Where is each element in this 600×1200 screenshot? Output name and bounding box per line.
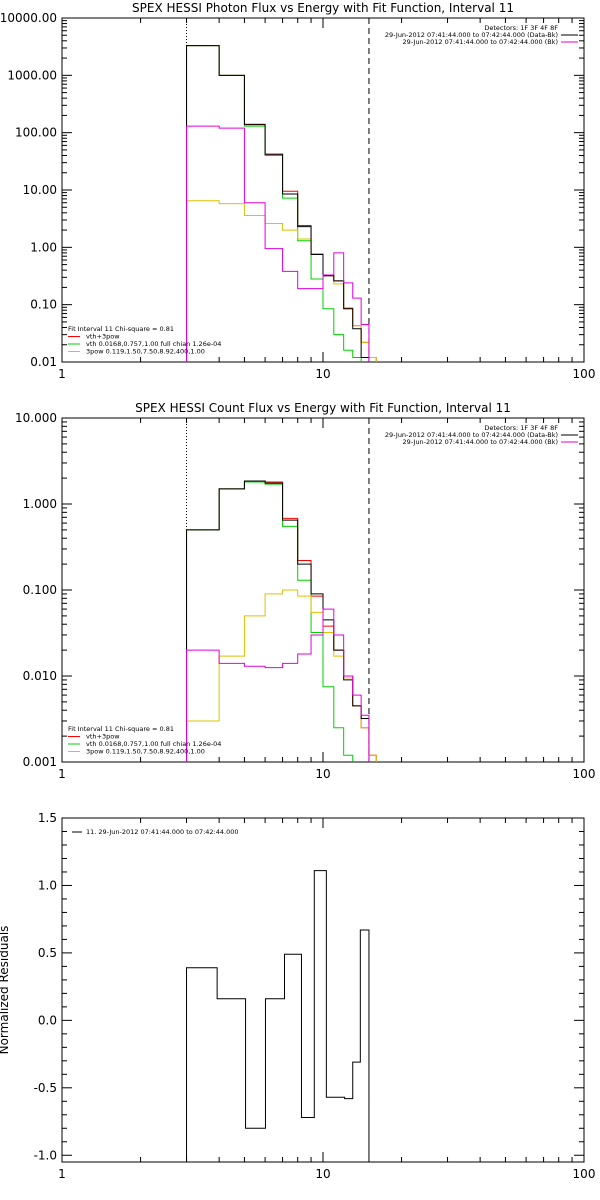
y-tick-label: 0.01 bbox=[30, 355, 57, 369]
legend-bottom-entry: vth+3pow bbox=[86, 333, 120, 341]
y-tick-label: 10.00 bbox=[23, 183, 57, 197]
plot-frame bbox=[61, 817, 585, 1163]
y-tick-label: 1000.00 bbox=[7, 68, 57, 82]
series-line-3 bbox=[186, 480, 370, 762]
legend-bottom-entry: Fit Interval 11 Chi-square = 0.81 bbox=[68, 325, 174, 333]
legend-top-entry: 29-Jun-2012 07:41:44.000 to 07:42:44.000… bbox=[385, 431, 558, 439]
x-tick-label: 10 bbox=[315, 767, 330, 781]
y-tick-label: 0.0 bbox=[38, 1013, 57, 1027]
legend-top-entry: Detectors: 1F 3F 4F 8F bbox=[484, 424, 558, 432]
legend-bottom-entry: Fit Interval 11 Chi-square = 0.81 bbox=[68, 725, 174, 733]
y-tick-label: 1.000 bbox=[23, 497, 57, 511]
x-tick-label: 10 bbox=[315, 1167, 330, 1181]
y-tick-label: 0.010 bbox=[23, 669, 57, 683]
y-tick-label: 0.100 bbox=[23, 583, 57, 597]
legend-top-entry: 29-Jun-2012 07:41:44.000 to 07:42:44.000… bbox=[403, 438, 558, 446]
y-axis-label: Normalized Residuals bbox=[0, 926, 11, 1055]
x-tick-label: 1 bbox=[58, 367, 66, 381]
y-tick-label: 100.00 bbox=[15, 126, 57, 140]
y-tick-label: 0.001 bbox=[23, 755, 57, 769]
series-line-4 bbox=[186, 125, 370, 362]
plot-frame bbox=[61, 17, 585, 363]
y-tick-label: -0.5 bbox=[34, 1081, 57, 1095]
series-line-0 bbox=[186, 870, 370, 1162]
chart-title: SPEX HESSI Photon Flux vs Energy with Fi… bbox=[132, 1, 514, 15]
y-tick-label: 10000.00 bbox=[0, 11, 57, 25]
legend-top-entry: 29-Jun-2012 07:41:44.000 to 07:42:44.000… bbox=[385, 31, 558, 39]
x-tick-label: 1 bbox=[58, 1167, 66, 1181]
chart-title: SPEX HESSI Count Flux vs Energy with Fit… bbox=[135, 401, 511, 415]
series-line-0 bbox=[186, 480, 377, 762]
legend-top-entry: Detectors: 1F 3F 4F 8F bbox=[484, 24, 558, 32]
photon-flux-panel: SPEX HESSI Photon Flux vs Energy with Fi… bbox=[0, 1, 595, 381]
legend-top-entry: 11. 29-Jun-2012 07:41:44.000 to 07:42:44… bbox=[86, 828, 238, 836]
legend-bottom-entry: vth 0.0168,0.757,1.00 full chian 1.26e-0… bbox=[86, 340, 221, 348]
x-tick-label: 1 bbox=[58, 767, 66, 781]
x-tick-label: 100 bbox=[573, 767, 596, 781]
x-tick-label: 10 bbox=[315, 367, 330, 381]
series-line-2 bbox=[186, 200, 377, 362]
series-line-3 bbox=[186, 45, 370, 362]
legend-bottom-entry: 3pow 0.119,1.50,7.50,8.92,400,1.00 bbox=[86, 348, 205, 356]
x-tick-label: 100 bbox=[573, 367, 596, 381]
y-tick-label: 0.10 bbox=[30, 298, 57, 312]
legend-top-entry: 29-Jun-2012 07:41:44.000 to 07:42:44.000… bbox=[403, 38, 558, 46]
legend-bottom-entry: vth+3pow bbox=[86, 733, 120, 741]
y-tick-label: -1.0 bbox=[34, 1148, 57, 1162]
series-group bbox=[186, 480, 377, 762]
y-tick-label: 1.5 bbox=[38, 811, 57, 825]
y-tick-label: 1.0 bbox=[38, 878, 57, 892]
y-tick-label: 1.00 bbox=[30, 240, 57, 254]
residuals-panel: Normalized Residuals 1 10 100 -1.0 -0.5 0.0 0.5… bbox=[0, 811, 595, 1181]
legend-bottom-entry: 3pow 0.119,1.50,7.50,8.92,400,1.00 bbox=[86, 748, 205, 756]
legend-bottom-entry: vth 0.0168,0.757,1.00 full chian 1.26e-0… bbox=[86, 740, 221, 748]
series-group bbox=[186, 870, 370, 1162]
y-tick-label: 0.5 bbox=[38, 946, 57, 960]
series-line-1 bbox=[186, 45, 362, 362]
plot-frame bbox=[61, 417, 585, 763]
series-group bbox=[186, 45, 377, 362]
series-line-0 bbox=[186, 45, 377, 362]
series-line-4 bbox=[186, 608, 370, 762]
y-tick-label: 10.000 bbox=[15, 411, 57, 425]
series-line-1 bbox=[186, 481, 362, 762]
x-tick-label: 100 bbox=[573, 1167, 596, 1181]
count-flux-panel: SPEX HESSI Count Flux vs Energy with Fit… bbox=[15, 401, 595, 781]
